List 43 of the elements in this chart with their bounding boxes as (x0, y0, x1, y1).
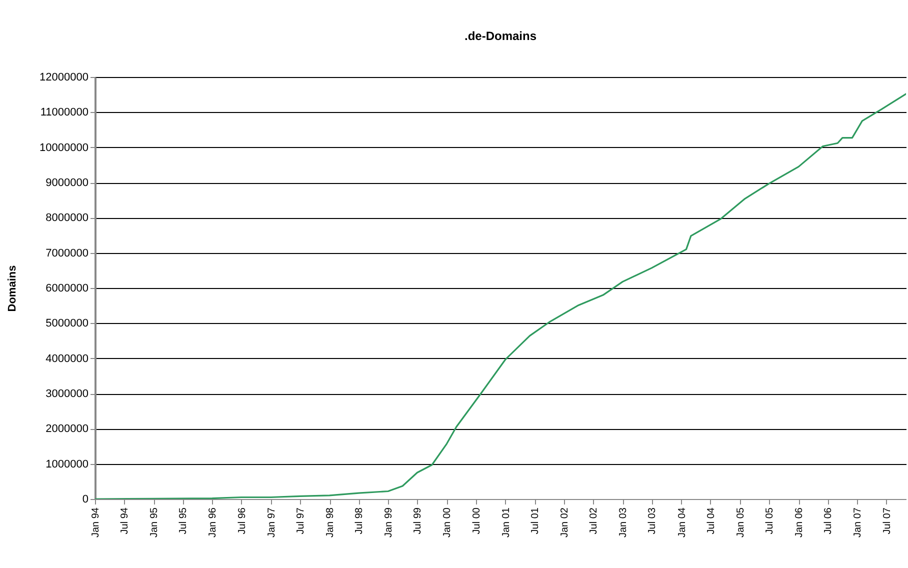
chart-title: .de-Domains (464, 29, 537, 43)
x-tick-label: Jul 95 (178, 507, 190, 534)
x-tick-label: Jan 00 (442, 507, 454, 538)
x-tick-label: Jan 05 (736, 507, 747, 538)
x-tick-label: Jul 05 (764, 507, 776, 534)
x-tick-label: Jan 95 (149, 507, 160, 538)
x-tick-label: Jul 98 (354, 507, 366, 534)
x-tick-label: Jan 07 (852, 507, 864, 538)
x-tick-label: Jan 03 (618, 507, 630, 538)
x-tick-label: Jul 04 (706, 507, 717, 534)
x-tick-label: Jan 06 (794, 507, 806, 538)
x-tick-label: Jan 01 (500, 507, 512, 538)
y-tick-label: 7000000 (46, 247, 88, 260)
y-tick-label: 9000000 (46, 177, 88, 189)
x-tick-label: Jan 94 (90, 507, 102, 538)
x-tick-label: Jan 97 (266, 507, 278, 538)
y-tick-label: 4000000 (46, 352, 88, 365)
y-tick-label: 3000000 (46, 388, 88, 400)
y-tick-label: 12000000 (40, 72, 88, 84)
y-tick-label: 0 (82, 494, 88, 506)
x-tick-label: Jul 96 (236, 507, 248, 534)
x-tick-label: Jul 02 (588, 507, 600, 534)
y-tick-label: 2000000 (46, 423, 88, 436)
x-tick-label: Jan 96 (208, 507, 219, 538)
x-tick-label: Jul 97 (295, 507, 306, 534)
y-tick-label: 10000000 (40, 142, 88, 154)
y-axis-title: Domains (6, 265, 19, 312)
x-tick-label: Jul 07 (882, 507, 893, 534)
y-tick-label: 11000000 (40, 106, 88, 119)
y-tick-label: 1000000 (46, 458, 88, 470)
x-tick-label: Jan 99 (384, 507, 395, 538)
x-tick-label: Jul 03 (647, 507, 658, 534)
x-tick-label: Jul 06 (823, 507, 834, 534)
x-tick-label: Jul 94 (120, 507, 131, 534)
x-tick-label: Jan 04 (676, 507, 688, 538)
y-tick-label: 8000000 (46, 212, 88, 224)
x-tick-label: Jan 02 (560, 507, 571, 538)
x-tick-label: Jul 99 (412, 507, 424, 534)
y-tick-label: 6000000 (46, 282, 88, 294)
x-tick-label: Jul 01 (530, 507, 542, 534)
x-tick-label: Jul 00 (471, 507, 482, 534)
y-tick-label: 5000000 (46, 318, 88, 330)
x-tick-label: Jan 98 (325, 507, 336, 538)
